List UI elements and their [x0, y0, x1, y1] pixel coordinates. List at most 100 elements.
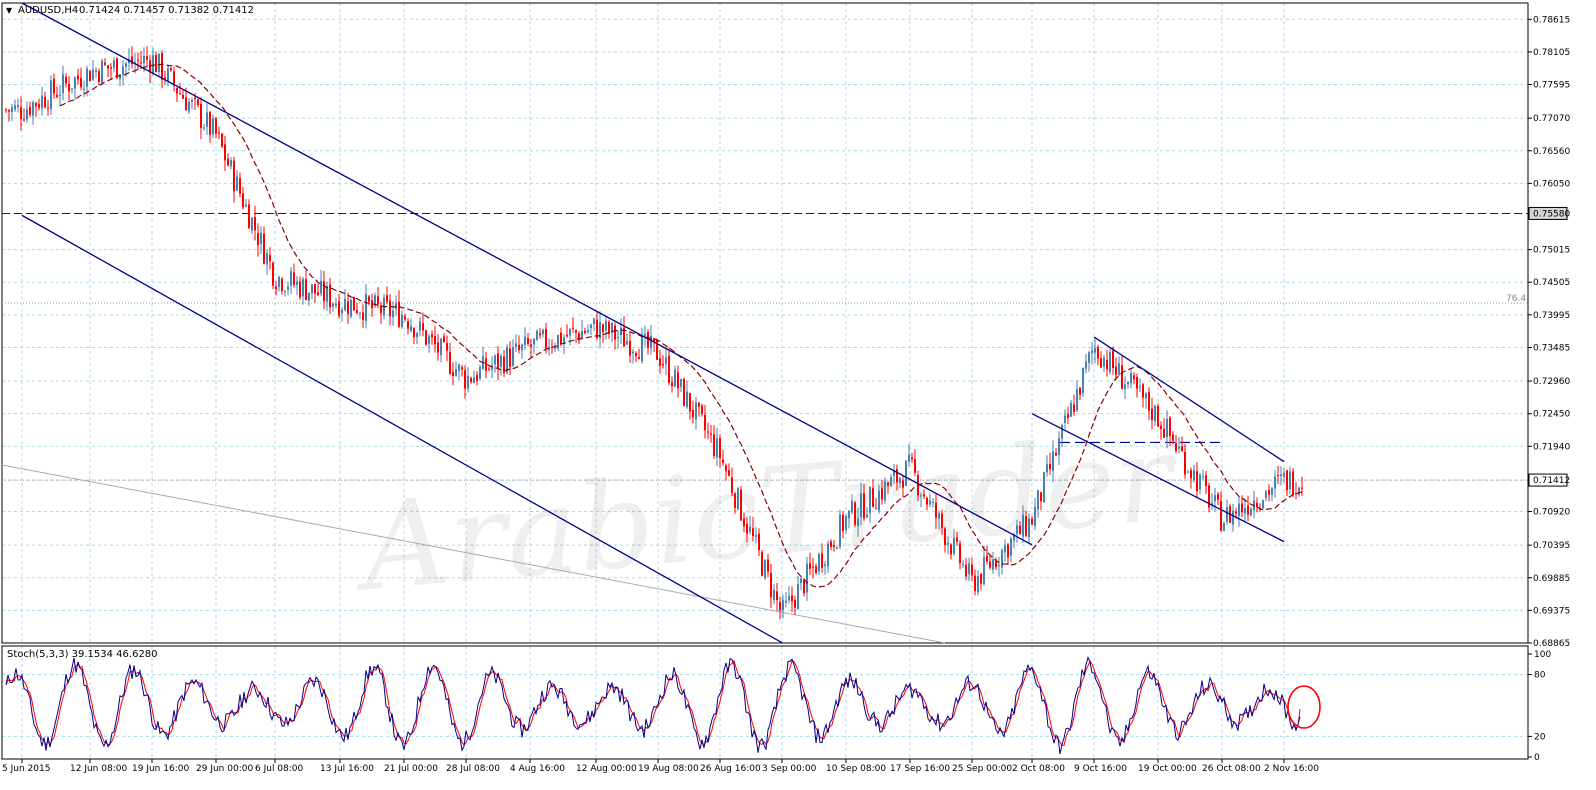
candle-body: [1034, 507, 1036, 527]
candle-body: [572, 327, 574, 329]
candle-body: [791, 595, 793, 602]
candle-body: [398, 301, 400, 327]
candle-body: [230, 160, 232, 167]
candle-body: [32, 102, 34, 116]
candle-body: [656, 339, 658, 360]
candle-body: [431, 334, 433, 338]
main-channel-lower: [21, 214, 783, 644]
candle-body: [590, 324, 592, 329]
candle-body: [632, 351, 634, 354]
candle-body: [929, 500, 931, 505]
x-tick-label: 25 Sep 00:00: [952, 764, 1012, 774]
candle-body: [845, 516, 847, 531]
candle-body: [533, 338, 535, 345]
candle-body: [71, 88, 73, 90]
candle-body: [839, 514, 841, 547]
candle-body: [311, 284, 313, 294]
y-tick-label: 0.78105: [1533, 48, 1570, 58]
candle-body: [110, 67, 112, 69]
main-channel-upper: [21, 2, 1033, 546]
candle-body: [518, 344, 520, 351]
candle-body: [1241, 503, 1243, 513]
candle-body: [194, 97, 196, 100]
candle-body: [1037, 490, 1039, 510]
candle-body: [347, 301, 349, 314]
candle-body: [233, 160, 235, 192]
candle-body: [353, 296, 355, 311]
fib-level-label: 76.4: [1506, 294, 1526, 304]
candle-body: [596, 319, 598, 339]
moving-average-line: [59, 63, 1303, 588]
candle-body: [272, 262, 274, 286]
candle-body: [1082, 367, 1084, 394]
candle-body: [914, 459, 916, 473]
candle-body: [992, 559, 994, 570]
candle-body: [425, 330, 427, 345]
candle-body: [824, 564, 826, 566]
candle-body: [947, 542, 949, 545]
candle-body: [974, 575, 976, 592]
y-tick-label: 0.77595: [1533, 81, 1570, 91]
candle-body: [800, 578, 802, 583]
candle-body: [848, 510, 850, 519]
candle-body: [1193, 470, 1195, 481]
candle-body: [461, 367, 463, 370]
candle-body: [437, 342, 439, 353]
candle-body: [335, 303, 337, 306]
candle-body: [299, 281, 301, 298]
x-tick-label: 6 Jul 08:00: [255, 764, 304, 774]
candle-body: [941, 513, 943, 528]
candle-body: [587, 330, 589, 333]
candle-body: [1085, 361, 1087, 369]
candle-body: [116, 58, 118, 79]
candle-body: [515, 343, 517, 348]
candle-body: [500, 355, 502, 367]
candle-body: [143, 55, 145, 64]
candle-body: [290, 271, 292, 286]
candle-body: [1073, 404, 1075, 412]
candle-body: [1166, 419, 1168, 438]
candle-body: [878, 490, 880, 511]
candle-body: [767, 559, 769, 572]
candle-body: [950, 544, 952, 555]
candle-body: [254, 216, 256, 231]
candle-body: [1277, 475, 1279, 477]
x-tick-label: 19 Oct 00:00: [1138, 764, 1197, 774]
candle-body: [416, 332, 418, 338]
candle-body: [599, 322, 601, 339]
candle-body: [746, 523, 748, 534]
candle-body: [338, 301, 340, 316]
candle-body: [761, 552, 763, 576]
candle-body: [53, 78, 55, 94]
candle-body: [1007, 544, 1009, 558]
candle-body: [536, 330, 538, 341]
candle-body: [1280, 474, 1282, 476]
candle-body: [248, 204, 250, 229]
candle-body: [1043, 472, 1045, 503]
candle-body: [1091, 350, 1093, 354]
candle-body: [725, 465, 727, 472]
inner-channel-lower: [1031, 413, 1285, 543]
candle-body: [740, 489, 742, 521]
candle-body: [866, 514, 868, 518]
candle-body: [125, 63, 127, 67]
axes: 0.78615 0.78105 0.77595 0.77070 0.76560 0.760…: [2, 15, 1570, 774]
x-tick-label: 28 Jul 08:00: [446, 764, 500, 774]
candle-body: [1058, 438, 1060, 455]
candle-body: [560, 332, 562, 345]
candle-body: [1097, 346, 1099, 359]
x-tick-label: 12 Aug 00:00: [576, 764, 637, 774]
candle-body: [1121, 365, 1123, 390]
candle-body: [692, 410, 694, 418]
header-triangle[interactable]: ▼: [6, 6, 13, 15]
candle-body: [764, 560, 766, 578]
candle-body: [1127, 381, 1129, 385]
y-tick-label: 0.74505: [1533, 278, 1570, 288]
candle-body: [554, 346, 556, 349]
candle-body: [890, 477, 892, 487]
candle-body: [215, 118, 217, 134]
candle-body: [782, 600, 784, 610]
candle-body: [569, 328, 571, 336]
candle-body: [665, 357, 667, 365]
candle-body: [161, 53, 163, 80]
